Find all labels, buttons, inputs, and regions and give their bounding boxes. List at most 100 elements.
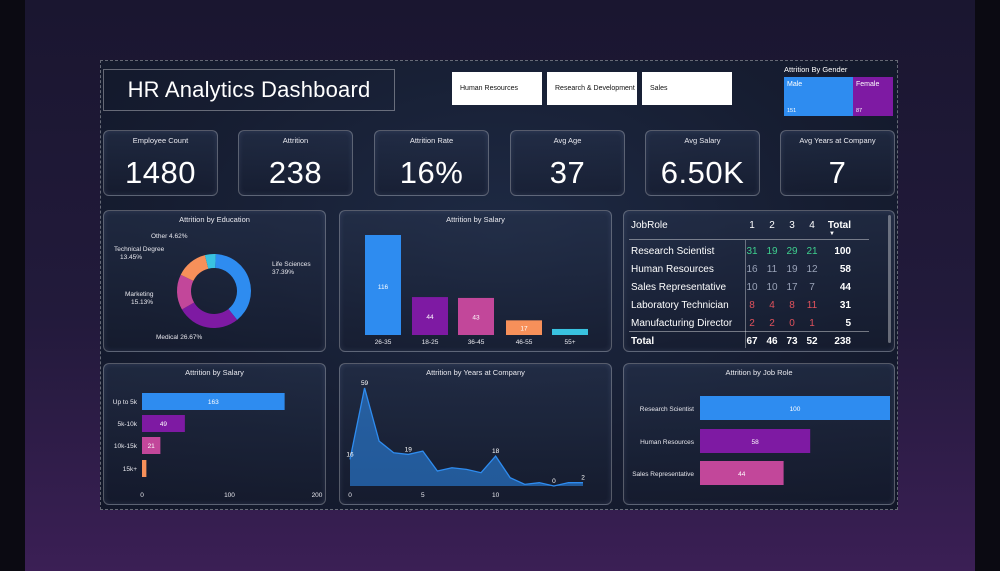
matrix-cell: 2 — [749, 318, 755, 329]
matrix-cell: 4 — [809, 220, 815, 231]
matrix-total-divider — [629, 331, 869, 332]
chart-title: Attrition by Salary — [185, 368, 244, 377]
chart-title: Attrition by Years at Company — [426, 368, 525, 377]
kpi-avg-years: Avg Years at Company 7 — [780, 130, 895, 196]
donut-slice-medical — [181, 302, 238, 328]
gender-tile-male[interactable]: Male 151 — [784, 77, 853, 116]
matrix-cell: 3 — [789, 220, 795, 231]
matrix-cell: 46 — [766, 336, 778, 347]
slice-value: 37.39% — [272, 269, 294, 276]
matrix-row[interactable]: Laboratory Technician 8 4 8 11 31 — [624, 297, 894, 315]
gender-count-female: 87 — [856, 108, 863, 114]
x-tick-label: 46-55 — [516, 339, 533, 346]
gender-count-male: 151 — [787, 108, 797, 114]
kpi-label: Avg Age — [553, 136, 582, 145]
matrix-cell: 1 — [749, 220, 755, 231]
kpi-value: 238 — [268, 155, 323, 190]
matrix-header[interactable]: JobRole 1 2 3 4 Total — [624, 217, 894, 235]
matrix-cell: 17 — [786, 282, 798, 293]
matrix-row-label: Total — [631, 336, 655, 347]
chart-title: Attrition by Education — [179, 215, 250, 224]
chart-title: Attrition by Job Role — [725, 368, 793, 377]
matrix-cell: 31 — [746, 246, 758, 257]
matrix-row-label: Manufacturing Director — [631, 318, 733, 329]
matrix-row-total: 44 — [839, 282, 851, 293]
matrix-cell: 16 — [746, 264, 758, 275]
matrix-cell: 4 — [769, 300, 775, 311]
bar-36-45 — [458, 297, 494, 335]
slice-value: 15.13% — [131, 299, 153, 306]
point-data-label: 18 — [492, 448, 500, 455]
bar-data-label: 49 — [160, 421, 168, 428]
kpi-value: 7 — [828, 155, 847, 190]
matrix-row[interactable]: Human Resources 16 11 19 12 58 — [624, 261, 894, 279]
matrix-row-total: 238 — [834, 336, 851, 347]
kpi-value: 16% — [399, 155, 464, 190]
matrix-divider — [629, 239, 869, 240]
matrix-row-total: 5 — [845, 318, 851, 329]
donut-slice-life-sciences — [215, 254, 251, 320]
kpi-label: Attrition Rate — [409, 136, 454, 145]
matrix-row[interactable]: Sales Representative 10 10 17 7 44 — [624, 279, 894, 297]
x-tick-label: 200 — [312, 492, 323, 499]
bar-15k+ — [142, 460, 147, 477]
slice-value: 13.45% — [120, 254, 142, 261]
bar-data-label: 116 — [378, 284, 389, 291]
gender-tile-female[interactable]: Female 87 — [853, 77, 893, 116]
matrix-scrollbar[interactable] — [888, 215, 891, 343]
kpi-avg-salary: Avg Salary 6.50K — [645, 130, 760, 196]
bar-55+ — [552, 328, 588, 335]
right-frame — [975, 0, 1000, 571]
matrix-row[interactable]: Manufacturing Director 2 2 0 1 5 — [624, 315, 894, 333]
bar-data-label: 58 — [751, 439, 759, 446]
panel-education: Attrition by Education Life Sciences 37.3… — [103, 210, 326, 352]
slicer-research-development[interactable]: Research & Development — [547, 72, 637, 105]
y-tick-label: Sales Representative — [632, 471, 694, 478]
slicer-sales[interactable]: Sales — [642, 72, 732, 105]
y-tick-label: 15k+ — [123, 466, 137, 473]
bar-research-scientist — [700, 396, 890, 420]
matrix-cell: 10 — [766, 282, 778, 293]
donut-slice-marketing — [177, 274, 195, 310]
bar-data-label: 43 — [472, 314, 480, 321]
bar-data-label: 21 — [148, 443, 156, 450]
bar-46-55 — [506, 320, 542, 335]
kpi-value: 6.50K — [660, 155, 745, 190]
kpi-value: 1480 — [125, 155, 196, 190]
point-data-label: 16 — [346, 451, 354, 458]
point-data-label: 0 — [552, 478, 556, 485]
matrix-cell: 7 — [809, 282, 815, 293]
matrix-cell: 67 — [746, 336, 758, 347]
panel-salary-bands: Attrition by Salary 116 26-35 44 18-25 43 36-… — [339, 210, 612, 352]
matrix-cell: 2 — [769, 318, 775, 329]
point-data-label: 19 — [405, 446, 413, 453]
point-data-label: 2 — [581, 475, 585, 482]
slice-label: Life Sciences — [272, 261, 311, 268]
dashboard-canvas: HR Analytics Dashboard Human Resources R… — [100, 60, 898, 510]
matrix-row-label: Sales Representative — [631, 282, 727, 293]
kpi-attrition: Attrition 238 — [238, 130, 353, 196]
bar-data-label: 44 — [426, 314, 434, 321]
slice-label: Technical Degree — [114, 246, 165, 253]
slicer-human-resources[interactable]: Human Resources — [452, 72, 542, 105]
matrix-cell: 10 — [746, 282, 758, 293]
matrix-row-total: 100 — [834, 246, 851, 257]
kpi-value: 37 — [549, 155, 586, 190]
matrix-cell: 0 — [789, 318, 795, 329]
salary-band-bar-chart: 116 26-35 44 18-25 43 36-45 17 46-55 55+ — [365, 235, 588, 346]
bar-human-resources — [700, 429, 811, 453]
matrix-cell: 1 — [809, 318, 815, 329]
y-tick-label: Human Resources — [640, 439, 695, 446]
matrix-row[interactable]: Total 67 46 73 52 238 — [624, 333, 894, 351]
left-frame — [0, 0, 25, 571]
bar-Up to 5k — [142, 393, 285, 410]
sort-descending-icon[interactable]: ▼ — [829, 231, 835, 237]
gender-label-female: Female — [856, 81, 880, 88]
x-tick-label: 10 — [492, 492, 500, 499]
bar-18-25 — [412, 297, 448, 335]
bar-data-label: 163 — [208, 399, 219, 406]
matrix-row[interactable]: Research Scientist 31 19 29 21 100 — [624, 243, 894, 261]
bar-data-label: 17 — [520, 326, 528, 333]
x-tick-label: 0 — [140, 492, 144, 499]
